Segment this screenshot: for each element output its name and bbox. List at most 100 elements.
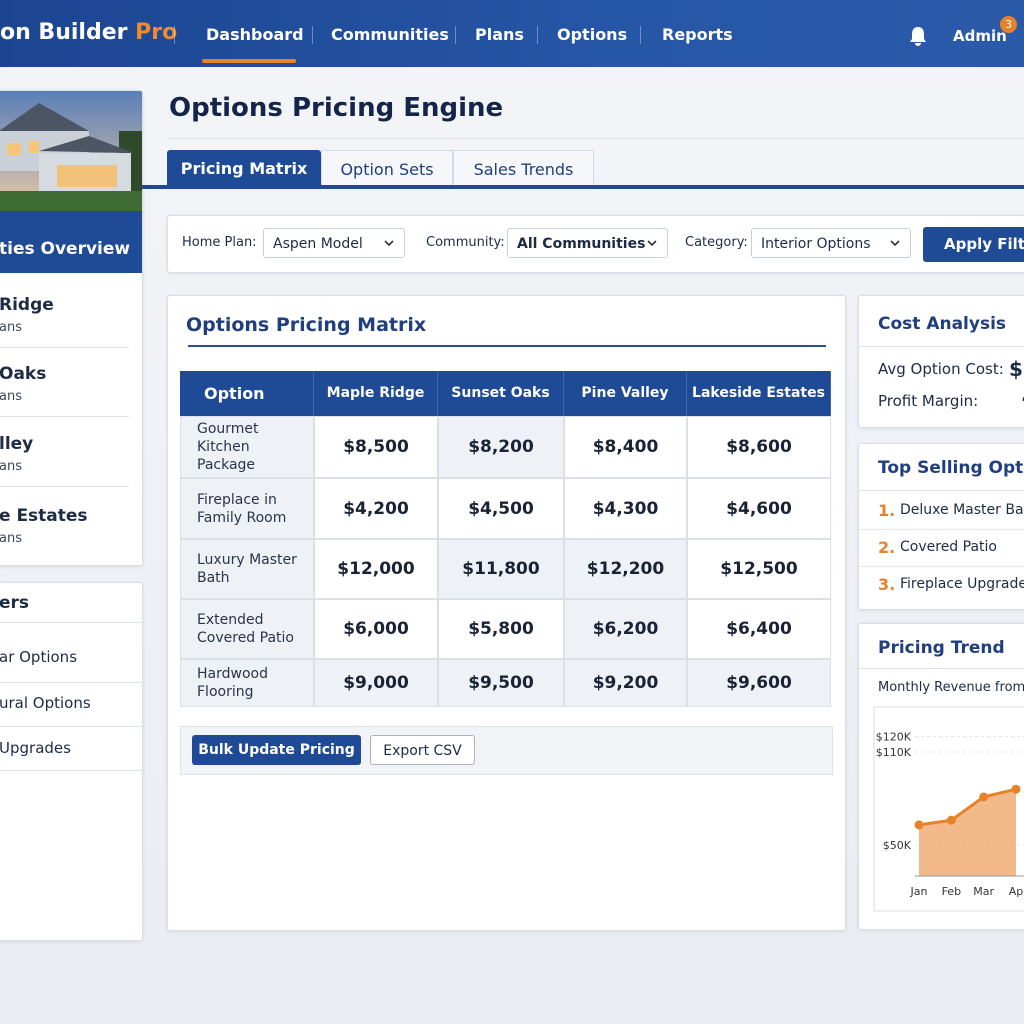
community-plans: ans: [0, 531, 22, 546]
bulk-update-button[interactable]: Bulk Update Pricing: [192, 735, 361, 765]
y-tick-label: $110K: [876, 746, 912, 759]
line: [918, 787, 1017, 827]
nav-item[interactable]: Dashboard: [206, 25, 304, 44]
dropdown[interactable]: All Communities: [507, 228, 668, 258]
filter-link[interactable]: ural Options: [0, 694, 91, 712]
filters-card: ers ar Options ural Options Upgrades: [0, 582, 143, 941]
option-cell: Luxury Master Bath: [180, 539, 314, 599]
card-title: Cost Analysis: [878, 314, 1007, 334]
price-cell: $4,300: [564, 478, 687, 539]
community-plans: ans: [0, 389, 22, 404]
chevron: [890, 240, 900, 247]
dropdown[interactable]: Aspen Model: [263, 228, 405, 258]
nav-item[interactable]: Communities: [331, 25, 449, 44]
option-cell: Extended Covered Patio: [180, 599, 314, 659]
house-image: [0, 91, 142, 211]
nav-item[interactable]: Plans: [475, 25, 524, 44]
export-button[interactable]: Export CSV: [370, 735, 475, 765]
nav-separator: [537, 26, 538, 44]
divider: [0, 622, 142, 623]
price-cell: $11,800: [438, 539, 564, 599]
brand-name: on Builder: [0, 20, 128, 45]
community-plans: ans: [0, 320, 22, 335]
price-cell: $4,200: [314, 478, 438, 539]
community-name: Oaks: [0, 364, 47, 384]
x-tick-label: Jan: [910, 885, 928, 898]
area: [919, 789, 1016, 876]
trend-chart: $50K $110K $120K Jan Feb Mar Ap: [873, 706, 1024, 912]
community-name: lley: [0, 434, 34, 454]
divider: [859, 668, 1024, 669]
y-tick-label: $120K: [876, 731, 912, 744]
active-indicator: [202, 59, 296, 63]
price-cell: $6,400: [687, 599, 831, 659]
tab-rule: [142, 185, 1024, 189]
divider: [0, 770, 142, 771]
community-name: Ridge: [0, 295, 54, 315]
column-header: Sunset Oaks: [438, 371, 564, 416]
title-rule: [188, 345, 826, 347]
column-header: Pine Valley: [564, 371, 687, 416]
section-header: [0, 211, 142, 273]
filters-title: ers: [0, 593, 30, 613]
point: [914, 820, 924, 830]
price-cell: $9,600: [687, 659, 831, 707]
community-name: e Estates: [0, 506, 88, 526]
divider: [859, 490, 1024, 491]
communities-card: ties Overview Ridge ans Oaks ans lley ans e Es…: [0, 90, 143, 566]
nav-separator: [174, 26, 175, 44]
chevron: [384, 240, 394, 247]
column-header: Lakeside Estates: [687, 371, 831, 416]
nav-separator: [640, 26, 641, 44]
price-cell: $9,200: [564, 659, 687, 707]
point: [979, 792, 989, 802]
price-cell: $6,000: [314, 599, 438, 659]
tab[interactable]: Pricing Matrix: [167, 150, 321, 186]
page-title: Options Pricing Engine: [169, 93, 504, 123]
tab[interactable]: Option Sets: [321, 150, 453, 186]
point: [946, 815, 956, 825]
apply-button[interactable]: Apply Filte: [923, 227, 1024, 262]
nav-item[interactable]: Options: [557, 25, 628, 44]
dropdown[interactable]: Interior Options: [751, 228, 911, 258]
option-name: Deluxe Master Bat: [900, 502, 1024, 518]
option-name: Fireplace Upgrade: [900, 576, 1024, 592]
price-cell: $8,200: [438, 416, 564, 478]
user-menu[interactable]: Admin: [953, 27, 1007, 45]
filter-link[interactable]: Upgrades: [0, 739, 71, 757]
community-plans: ans: [0, 459, 22, 474]
metric-label: Avg Option Cost:: [878, 360, 1004, 378]
filter-link[interactable]: ar Options: [0, 648, 78, 666]
card-title: Pricing Trend: [878, 638, 1005, 658]
divider: [0, 347, 129, 348]
bell-icon[interactable]: [907, 25, 929, 47]
divider: [859, 566, 1024, 567]
price-cell: $12,000: [314, 539, 438, 599]
chevron: [647, 240, 657, 247]
tab[interactable]: Sales Trends: [453, 150, 594, 186]
nav-item[interactable]: Reports: [662, 25, 733, 44]
divider: [0, 726, 142, 727]
x-tick-label: Mar: [973, 885, 994, 898]
divider: [0, 416, 129, 417]
filter-label: Home Plan:: [182, 235, 257, 250]
price-cell: $5,800: [438, 599, 564, 659]
brand: on Builder Pro: [0, 20, 177, 45]
rank: 2.: [878, 538, 896, 557]
option-cell: Gourmet Kitchen Package: [180, 416, 314, 478]
divider: [0, 486, 129, 487]
card-title: Top Selling Optio: [878, 458, 1024, 478]
x-tick-label: Ap: [1009, 885, 1024, 898]
metric-value: $8: [1009, 357, 1024, 381]
price-cell: $6,200: [564, 599, 687, 659]
price-cell: $9,000: [314, 659, 438, 707]
divider: [859, 346, 1024, 347]
column-header: Option: [180, 371, 314, 416]
matrix-card: Options Pricing Matrix Option Maple Ridge…: [167, 295, 846, 931]
price-cell: $4,600: [687, 478, 831, 539]
nav-separator: [455, 26, 456, 44]
option-cell: Hardwood Flooring: [180, 659, 314, 707]
brand-accent: Pro: [135, 20, 178, 45]
option-cell: Fireplace in Family Room: [180, 478, 314, 539]
